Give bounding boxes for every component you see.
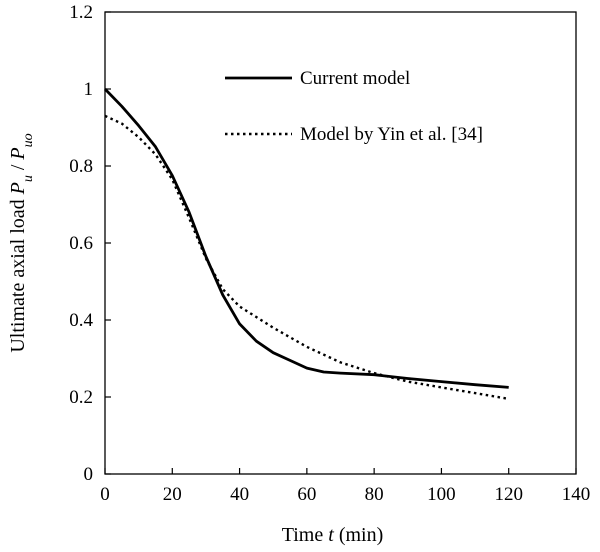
x-tick-label: 120 (494, 484, 523, 505)
x-tick-label: 40 (230, 484, 249, 505)
x-axis-label-part: Time (282, 524, 329, 546)
x-tick-label: 140 (562, 484, 591, 505)
series-line-1 (103, 88, 509, 389)
y-axis-label-part: P (7, 147, 29, 160)
y-axis-label-part: uo (21, 133, 36, 147)
y-tick-label: 1 (84, 79, 94, 100)
y-tick-label: 0 (84, 464, 94, 485)
x-axis-label: Time t (min) (282, 524, 384, 546)
y-axis-label-part: u (21, 175, 36, 182)
x-axis-label-part: (min) (334, 524, 383, 546)
x-axis-label-part: t (328, 524, 334, 546)
x-tick-label: 0 (100, 484, 110, 505)
x-tick-label: 20 (163, 484, 182, 505)
legend-label-1: Current model (300, 68, 410, 89)
x-tick-label: 100 (427, 484, 456, 505)
y-axis-label-part: / (7, 160, 29, 176)
y-tick-label: 0.8 (69, 156, 93, 177)
y-axis-label-part: P (7, 182, 29, 195)
legend-label-2: Model by Yin et al. [34] (300, 124, 483, 145)
x-tick-label: 80 (365, 484, 384, 505)
series-line-2 (104, 114, 509, 401)
y-axis-label: Ultimate axial load Pu / Puo (7, 133, 36, 352)
y-axis-label-part: Ultimate axial load (7, 194, 29, 352)
y-tick-label: 1.2 (69, 2, 93, 23)
y-tick-label: 0.4 (69, 310, 93, 331)
y-tick-label: 0.6 (69, 233, 93, 254)
y-tick-label: 0.2 (69, 387, 93, 408)
x-tick-label: 60 (297, 484, 316, 505)
